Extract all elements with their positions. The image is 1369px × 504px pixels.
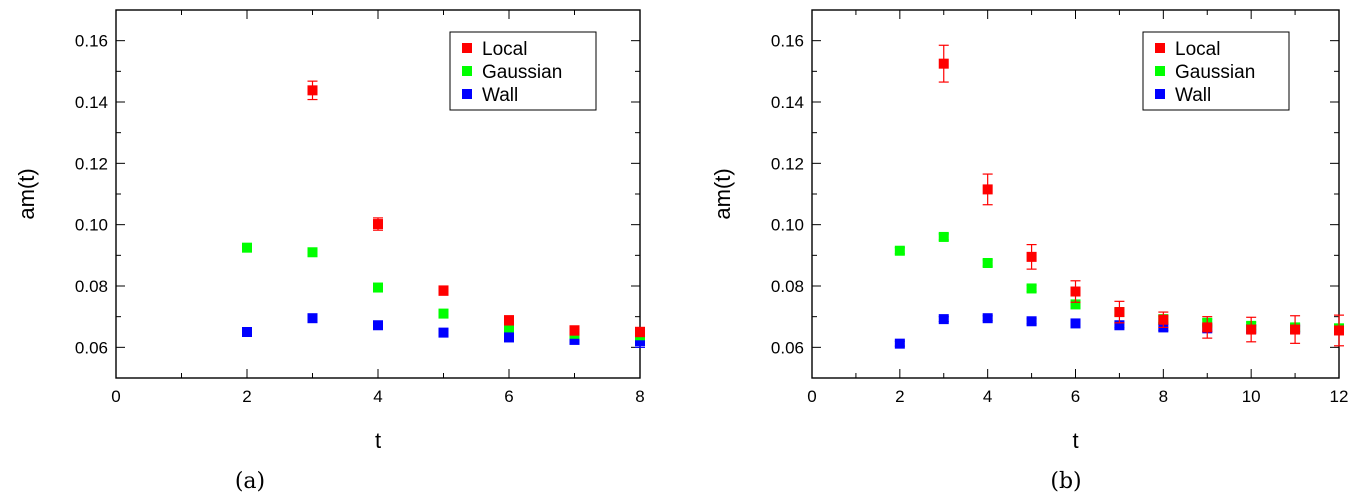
y-tick-label: 0.08 [75, 277, 108, 296]
chart-panel-a: 0 2 4 6 8 0.06 0.08 0.10 0.12 0.14 0.16 t am(t) (a) Lo… [14, 9, 645, 494]
x-tick-label: 12 [1330, 387, 1349, 406]
data-point-gaussian [242, 242, 252, 253]
legend-label-wall: Wall [1175, 85, 1211, 106]
legend-marker-local [462, 43, 472, 53]
y-tick-label: 0.06 [771, 338, 804, 357]
legend-label-local: Local [1175, 39, 1220, 60]
data-point-gaussian [504, 322, 514, 333]
data-point-gaussian [373, 282, 383, 293]
x-tick-label: 0 [111, 387, 120, 406]
data-point-wall [373, 320, 383, 331]
x-tick-label: 10 [1242, 387, 1261, 406]
y-tick-label: 0.16 [75, 32, 108, 51]
y-tick-label: 0.06 [75, 338, 108, 357]
data-point-local [504, 315, 514, 326]
chart-panel-b: 0 2 4 6 8 10 12 0.06 0.08 0.10 0.12 0.14 0.16 t am(t) (… [710, 9, 1349, 494]
data-point-local [307, 85, 318, 96]
data-point-wall [1026, 316, 1037, 327]
data-point-local [1026, 251, 1037, 262]
legend-box [1142, 31, 1290, 111]
y-tick-label: 0.08 [771, 277, 804, 296]
data-point-wall [242, 327, 252, 337]
x-tick-label: 2 [242, 387, 251, 406]
legend-label-local: Local [482, 39, 527, 60]
y-tick-label: 0.10 [771, 216, 804, 235]
data-point-gaussian [1070, 299, 1081, 310]
data-point-gaussian [438, 308, 449, 319]
data-point-wall [982, 313, 993, 324]
data-point-wall [635, 336, 645, 347]
data-point-local [1334, 325, 1344, 336]
data-point-local [938, 58, 949, 69]
data-point-gaussian [307, 247, 318, 258]
data-point-wall [307, 313, 318, 324]
data-point-local [1290, 324, 1301, 335]
y-tick-label: 0.16 [771, 32, 804, 51]
data-point-local [635, 327, 645, 337]
data-point-gaussian [982, 258, 993, 268]
y-axis-label: am(t) [14, 168, 39, 219]
legend-label-gaussian: Gaussian [1175, 62, 1255, 83]
y-tick-label: 0.14 [75, 93, 108, 112]
y-tick-label: 0.14 [771, 93, 804, 112]
data-point-gaussian [938, 231, 949, 242]
legend-marker-gaussian [462, 66, 472, 76]
legend-box [449, 31, 597, 111]
data-point-wall [569, 334, 580, 345]
data-point-wall [1114, 320, 1125, 331]
data-point-wall [938, 314, 949, 325]
legend-marker-gaussian [1155, 66, 1165, 76]
data-point-local [438, 285, 449, 296]
x-axis-label: t [1072, 428, 1078, 453]
data-point-local [1114, 307, 1125, 318]
x-tick-label: 2 [895, 387, 904, 406]
x-tick-label: 0 [807, 387, 816, 406]
data-point-local [373, 219, 383, 230]
y-tick-label: 0.12 [75, 154, 108, 173]
legend-marker-local [1155, 43, 1165, 53]
data-point-local [1158, 314, 1169, 325]
data-point-gaussian [1026, 283, 1037, 294]
data-point-local [1202, 322, 1213, 333]
panel-caption: (a) [235, 469, 265, 494]
x-tick-label: 4 [983, 387, 992, 406]
legend-label-gaussian: Gaussian [482, 62, 562, 83]
x-tick-label: 8 [635, 387, 644, 406]
x-axis-label: t [375, 428, 381, 453]
panel-caption: (b) [1050, 469, 1081, 494]
data-point-local [982, 184, 993, 195]
data-point-local [1070, 286, 1081, 297]
y-axis-label: am(t) [710, 168, 735, 219]
x-tick-label: 8 [1159, 387, 1168, 406]
x-tick-label: 4 [373, 387, 382, 406]
legend-marker-wall [462, 89, 472, 99]
data-point-local [569, 325, 580, 336]
data-point-wall [438, 327, 449, 338]
data-point-gaussian [894, 245, 905, 256]
data-point-wall [1070, 318, 1081, 329]
legend-marker-wall [1155, 89, 1165, 99]
x-tick-label: 6 [504, 387, 513, 406]
data-point-wall [504, 332, 514, 343]
y-tick-label: 0.10 [75, 216, 108, 235]
y-tick-label: 0.12 [771, 154, 804, 173]
data-point-wall [894, 338, 905, 349]
legend-label-wall: Wall [482, 85, 518, 106]
x-tick-label: 6 [1071, 387, 1080, 406]
data-point-local [1246, 324, 1257, 335]
